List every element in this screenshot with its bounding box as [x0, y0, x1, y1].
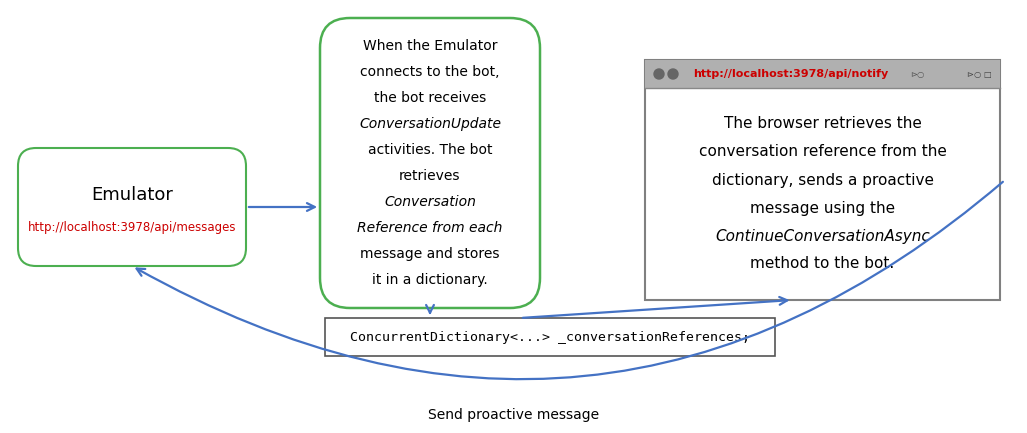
Text: conversation reference from the: conversation reference from the	[698, 145, 947, 159]
Text: The browser retrieves the: The browser retrieves the	[724, 116, 921, 132]
FancyBboxPatch shape	[320, 18, 540, 308]
Text: retrieves: retrieves	[400, 169, 461, 183]
FancyArrowPatch shape	[137, 182, 1003, 379]
Text: dictionary, sends a proactive: dictionary, sends a proactive	[712, 172, 934, 187]
Text: Reference from each: Reference from each	[357, 221, 502, 235]
Text: http://localhost:3978/api/notify: http://localhost:3978/api/notify	[693, 69, 888, 79]
Text: it in a dictionary.: it in a dictionary.	[372, 273, 488, 287]
Text: ContinueConversationAsync: ContinueConversationAsync	[715, 229, 929, 243]
Text: the bot receives: the bot receives	[374, 91, 486, 105]
Bar	[645, 60, 1000, 300]
Text: Conversation: Conversation	[384, 195, 476, 209]
Text: http://localhost:3978/api/messages: http://localhost:3978/api/messages	[28, 220, 236, 233]
Text: When the Emulator: When the Emulator	[363, 39, 497, 53]
Text: method to the bot.: method to the bot.	[751, 256, 895, 271]
Bar	[325, 318, 775, 356]
Text: Send proactive message: Send proactive message	[428, 408, 599, 422]
Text: message and stores: message and stores	[360, 247, 500, 261]
Text: ConversationUpdate: ConversationUpdate	[359, 117, 501, 131]
FancyBboxPatch shape	[18, 148, 246, 266]
Text: activities. The bot: activities. The bot	[368, 143, 492, 157]
Text: Emulator: Emulator	[91, 186, 173, 204]
Circle shape	[654, 69, 664, 79]
Text: ⊳○ □: ⊳○ □	[967, 70, 992, 78]
Text: ConcurrentDictionary<...> _conversationReferences;: ConcurrentDictionary<...> _conversationR…	[350, 330, 750, 343]
Text: message using the: message using the	[750, 200, 896, 216]
Bar	[645, 60, 1000, 88]
Circle shape	[668, 69, 678, 79]
Text: ⊳○: ⊳○	[910, 70, 924, 78]
Text: connects to the bot,: connects to the bot,	[360, 65, 500, 79]
